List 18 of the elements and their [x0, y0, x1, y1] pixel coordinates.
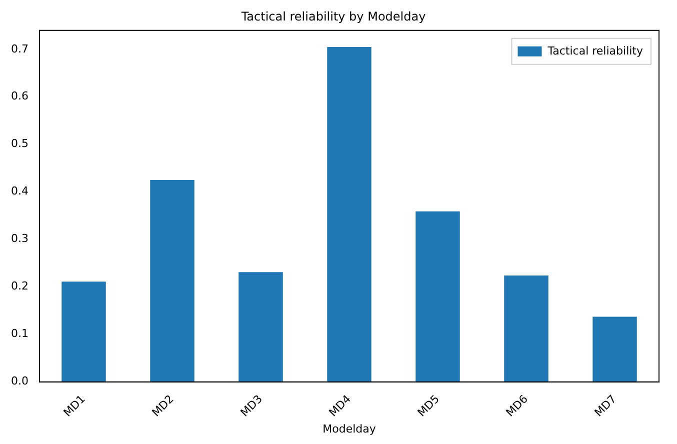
y-tick-label: 0.2	[10, 280, 28, 293]
bar	[238, 272, 283, 382]
bar	[150, 180, 194, 382]
y-tick-label: 0.1	[10, 327, 28, 340]
y-tick-label: 0.0	[10, 374, 28, 388]
chart-title: Tactical reliability by Modelday	[240, 9, 426, 24]
bar	[416, 211, 460, 382]
bar	[327, 47, 372, 382]
y-tick-label: 0.4	[10, 184, 28, 198]
y-tick-label: 0.7	[10, 42, 28, 56]
y-tick-label: 0.3	[10, 232, 28, 246]
legend-label: Tactical reliability	[546, 44, 644, 58]
bar	[592, 316, 637, 382]
bar	[504, 275, 548, 382]
x-axis-title: Modelday	[322, 422, 376, 436]
y-tick-label: 0.5	[10, 137, 28, 150]
y-tick-label: 0.6	[10, 90, 28, 103]
bar	[62, 282, 106, 382]
